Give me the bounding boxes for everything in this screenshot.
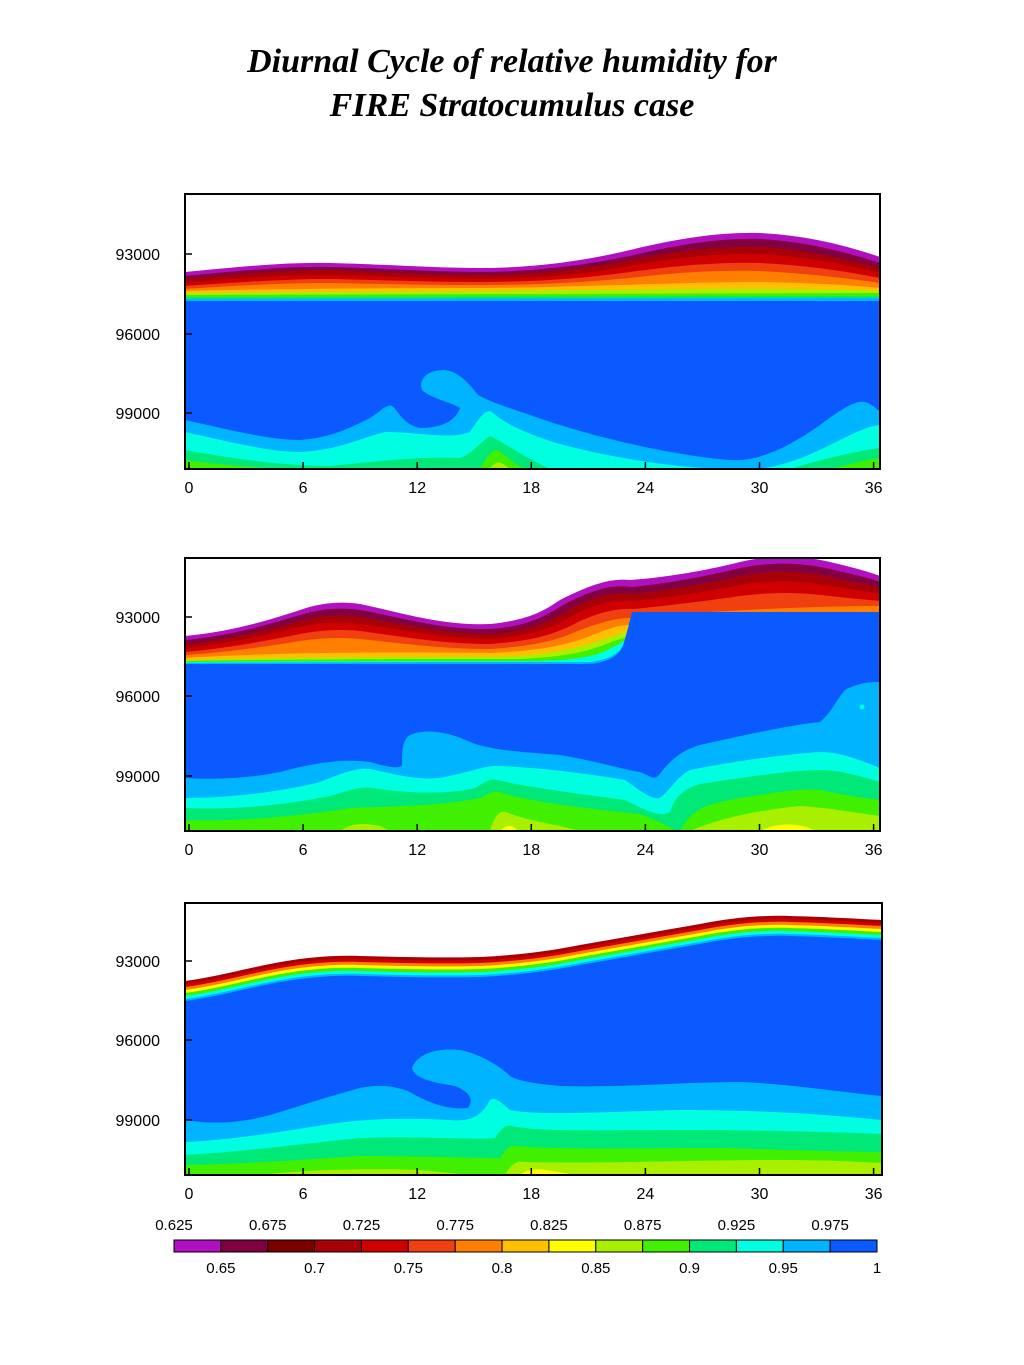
- colorbar-label: 0.9: [679, 1260, 700, 1277]
- colorbar-swatch: [642, 1239, 691, 1253]
- panel-bottom-contours: [185, 903, 882, 1175]
- y-tick-label: 99000: [116, 769, 161, 786]
- colorbar-label: 0.65: [206, 1260, 235, 1277]
- panel-frame: [184, 193, 881, 470]
- x-tick-label: 24: [637, 480, 655, 497]
- colorbar-label: 0.825: [530, 1217, 568, 1234]
- contour-band: [185, 789, 880, 831]
- y-tick-label: 96000: [116, 327, 161, 344]
- colorbar-swatch: [782, 1239, 831, 1253]
- y-tick-label: 96000: [116, 689, 161, 706]
- colorbar-label: 0.725: [343, 1217, 381, 1234]
- x-tick-label: 0: [185, 480, 194, 497]
- colorbar-swatch: [501, 1239, 550, 1253]
- contour-band: [520, 1169, 575, 1175]
- colorbar-label: 0.625: [155, 1217, 193, 1234]
- x-tick-label: 18: [522, 1186, 540, 1203]
- x-tick-label: 36: [865, 842, 883, 859]
- x-tick-label: 12: [408, 842, 426, 859]
- panel-middle-axes: 0 6 12 18 24 30 36 93000 96000 99000: [116, 610, 883, 859]
- colorbar-label: 0.8: [492, 1260, 513, 1277]
- panel-middle-contours: [185, 558, 880, 831]
- colorbar-swatch: [689, 1239, 737, 1253]
- y-tick-label: 93000: [116, 247, 161, 264]
- title-line-2: FIRE Stratocumulus case: [329, 87, 695, 124]
- contour-band: [340, 806, 880, 831]
- contour-band: [185, 411, 880, 469]
- colorbar-label: 0.75: [394, 1260, 423, 1277]
- panel-top-contours: [185, 194, 880, 469]
- y-tick-label: 99000: [116, 406, 161, 423]
- panel-top: 0 6 12 18 24 30 36 93000 96000 99000: [116, 193, 883, 497]
- colorbar-swatch: [735, 1239, 784, 1253]
- x-tick-label: 36: [865, 480, 883, 497]
- colorbar-label: 0.925: [718, 1217, 756, 1234]
- x-tick-label: 6: [299, 1186, 308, 1203]
- panel-top-axes: 0 6 12 18 24 30 36 93000 96000 99000: [116, 247, 883, 497]
- panel-middle: 0 6 12 18 24 30 36 93000 96000 99000: [116, 557, 883, 859]
- x-tick-label: 6: [299, 842, 308, 859]
- colorbar-swatch: [548, 1239, 597, 1253]
- x-tick-label: 30: [751, 480, 769, 497]
- x-tick-label: 12: [408, 480, 426, 497]
- x-tick-label: 24: [637, 1186, 655, 1203]
- colorbar-swatch: [314, 1239, 362, 1253]
- colorbar-swatch: [173, 1239, 222, 1253]
- colorbar-label: 1: [873, 1260, 881, 1277]
- colorbar-label: 0.775: [436, 1217, 474, 1234]
- x-tick-label: 36: [865, 1186, 883, 1203]
- contour-band: [490, 462, 510, 469]
- y-tick-label: 99000: [116, 1113, 161, 1130]
- y-tick-label: 93000: [116, 954, 161, 971]
- x-tick-label: 6: [299, 480, 308, 497]
- x-tick-label: 0: [185, 1186, 194, 1203]
- colorbar-label: 0.875: [624, 1217, 662, 1234]
- colorbar: 0.625 0.675 0.725 0.775 0.825 0.875 0.925 0.975…: [155, 1217, 881, 1277]
- title-line-1: Diurnal Cycle of relative humidity for: [247, 43, 777, 80]
- panel-bottom: 0 6 12 18 24 30 36 93000 96000 99000: [116, 902, 883, 1203]
- colorbar-label: 0.95: [769, 1260, 798, 1277]
- panel-frame: [184, 902, 883, 1176]
- y-tick-label: 96000: [116, 1033, 161, 1050]
- colorbar-swatch: [360, 1239, 409, 1253]
- colorbar-swatch: [220, 1239, 269, 1253]
- colorbar-swatch: [454, 1239, 503, 1253]
- colorbar-swatch: [407, 1239, 456, 1253]
- panel-bottom-axes: 0 6 12 18 24 30 36 93000 96000 99000: [116, 954, 883, 1203]
- x-tick-label: 30: [751, 1186, 769, 1203]
- colorbar-label: 0.675: [249, 1217, 287, 1234]
- x-tick-label: 18: [522, 842, 540, 859]
- x-tick-label: 24: [637, 842, 655, 859]
- x-tick-label: 12: [408, 1186, 426, 1203]
- contour-band: [260, 1160, 882, 1175]
- colorbar-label: 0.975: [811, 1217, 849, 1234]
- colorbar-swatch: [595, 1239, 644, 1253]
- panel-frame: [184, 557, 881, 832]
- contour-band: [185, 436, 880, 469]
- figure-title: Diurnal Cycle of relative humidity for F…: [0, 40, 1024, 128]
- x-tick-label: 18: [522, 480, 540, 497]
- colorbar-swatch: [829, 1239, 878, 1253]
- x-tick-label: 30: [751, 842, 769, 859]
- colorbar-label: 0.85: [581, 1260, 610, 1277]
- x-tick-label: 0: [185, 842, 194, 859]
- colorbar-label: 0.7: [304, 1260, 325, 1277]
- colorbar-swatch: [267, 1239, 316, 1253]
- y-tick-label: 93000: [116, 610, 161, 627]
